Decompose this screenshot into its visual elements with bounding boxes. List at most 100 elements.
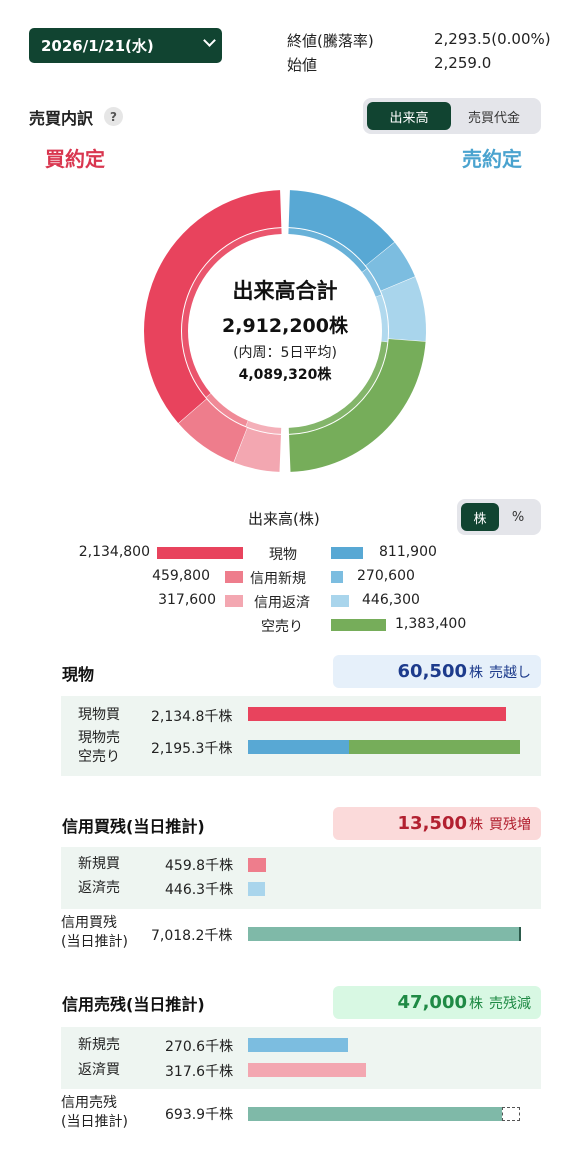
legend-sell-swatch bbox=[331, 595, 349, 607]
inner-ring-buy-segment-2 bbox=[245, 420, 282, 434]
margin-sell-panel: 新規売 270.6千株 返済買 317.6千株 bbox=[61, 1027, 541, 1089]
margin-sell-row-value: 693.9千株 bbox=[165, 1107, 234, 1123]
margin-sell-title: 信用売残(当日推計) bbox=[62, 995, 205, 1014]
breakdown-title: 売買内訳 bbox=[29, 109, 94, 128]
date-select-value: 2026/1/21(水) bbox=[41, 37, 154, 55]
margin-sell-new-bar bbox=[248, 1038, 348, 1052]
margin-buy-balance-row: 信用買残 (当日推計) 7,018.2千株 bbox=[61, 911, 541, 957]
close-value: 2,293.5(0.00%) bbox=[434, 30, 551, 48]
spot-row-label: 現物買 bbox=[78, 707, 120, 723]
spot-buy-bar bbox=[248, 707, 506, 721]
margin-sell-balance-row: 信用売残 (当日推計) 693.9千株 bbox=[61, 1091, 541, 1141]
spot-badge: 60,500 株 売越し bbox=[333, 655, 541, 688]
margin-buy-badge: 13,500 株 買残増 bbox=[333, 807, 541, 840]
spot-sell-short-segment bbox=[349, 740, 520, 754]
legend-category: 信用新規 bbox=[250, 571, 306, 587]
toggle-volume[interactable]: 出来高 bbox=[367, 102, 451, 130]
inner-ring-sell-segment-0 bbox=[288, 228, 367, 273]
legend-sell-swatch bbox=[331, 619, 386, 631]
legend-buy-swatch bbox=[225, 571, 243, 583]
toggle-trading-value[interactable]: 売買代金 bbox=[467, 110, 520, 126]
spot-panel: 現物買 2,134.8千株 現物売 空売り 2,195.3千株 bbox=[61, 696, 541, 776]
margin-sell-badge-tag: 売残減 bbox=[489, 995, 531, 1012]
legend-buy-value: 2,134,800 bbox=[78, 544, 150, 560]
legend-buy-value: 459,800 bbox=[152, 568, 210, 584]
legend-buy-swatch bbox=[225, 595, 243, 607]
inner-ring-sell-segment-2 bbox=[375, 295, 388, 342]
outer-ring-sell-segment-3 bbox=[289, 338, 426, 472]
margin-sell-row-label: 返済買 bbox=[78, 1062, 120, 1078]
margin-buy-balance-bar bbox=[248, 927, 520, 941]
outer-ring-sell-segment-1 bbox=[365, 242, 415, 291]
legend-sell-value: 270,600 bbox=[357, 568, 415, 584]
margin-sell-balance-bar bbox=[248, 1107, 502, 1121]
outer-ring-buy-segment-2 bbox=[234, 427, 281, 472]
margin-sell-badge-number: 47,000 bbox=[397, 992, 467, 1013]
inner-ring-buy-segment-1 bbox=[206, 393, 248, 427]
legend-sell-value: 1,383,400 bbox=[395, 616, 467, 632]
margin-buy-row-label: 信用買残 (当日推計) bbox=[61, 915, 128, 950]
unit-toggle: 株 % bbox=[457, 499, 541, 535]
spot-sell-spot-segment bbox=[248, 740, 349, 754]
margin-sell-row-label: 新規売 bbox=[78, 1037, 120, 1053]
spot-badge-number: 60,500 bbox=[397, 661, 467, 682]
chevron-down-icon bbox=[203, 34, 216, 47]
volume-donut-chart bbox=[143, 190, 426, 472]
spot-title: 現物 bbox=[62, 665, 95, 684]
open-value: 2,259.0 bbox=[434, 54, 492, 72]
donut-center-average: 4,089,320株 bbox=[238, 367, 332, 383]
margin-buy-badge-tag: 買残増 bbox=[489, 816, 531, 833]
legend-category: 信用返済 bbox=[254, 595, 310, 611]
donut-center: 出来高合計 2,912,200株 (内周：5日平均) 4,089,320株 bbox=[205, 275, 365, 384]
outer-ring-sell-segment-0 bbox=[288, 190, 395, 266]
donut-center-total: 2,912,200株 bbox=[222, 315, 348, 337]
inner-ring-sell-segment-3 bbox=[288, 341, 388, 434]
legend-sell-swatch bbox=[331, 571, 343, 583]
margin-buy-row-value: 459.8千株 bbox=[165, 858, 234, 874]
legend-category: 空売り bbox=[261, 619, 303, 635]
margin-sell-row-value: 317.6千株 bbox=[165, 1064, 234, 1080]
outer-ring-buy-segment-0 bbox=[143, 190, 282, 424]
margin-buy-panel: 新規買 459.8千株 返済売 446.3千株 bbox=[61, 847, 541, 909]
donut-center-subtitle: (内周：5日平均) bbox=[233, 345, 337, 361]
spot-row-label: 現物売 空売り bbox=[78, 730, 120, 765]
margin-sell-balance-decrease bbox=[502, 1107, 520, 1121]
help-icon-glyph: ? bbox=[110, 109, 117, 124]
legend-title: 出来高(株) bbox=[248, 510, 320, 528]
spot-badge-unit: 株 bbox=[469, 664, 483, 681]
legend-sell-value: 811,900 bbox=[379, 544, 437, 560]
outer-ring-sell-segment-2 bbox=[381, 276, 426, 342]
margin-buy-title: 信用買残(当日推計) bbox=[62, 817, 205, 836]
legend-category: 現物 bbox=[269, 547, 297, 563]
volume-value-toggle: 出来高 売買代金 bbox=[363, 98, 541, 134]
toggle-unit-percent[interactable]: % bbox=[511, 509, 525, 525]
margin-sell-repay-bar bbox=[248, 1063, 366, 1077]
legend-sell-swatch bbox=[331, 547, 363, 559]
legend-sell-value: 446,300 bbox=[362, 592, 420, 608]
volume-legend: 2,134,800 現物 811,900 459,800 信用新規 270,60… bbox=[0, 540, 588, 640]
outer-ring-buy-segment-1 bbox=[178, 399, 248, 463]
help-icon[interactable]: ? bbox=[104, 107, 123, 126]
margin-sell-badge: 47,000 株 売残減 bbox=[333, 986, 541, 1019]
inner-ring-sell-segment-1 bbox=[362, 268, 382, 297]
spot-sell-bar bbox=[248, 740, 520, 754]
margin-buy-row-value: 7,018.2千株 bbox=[151, 928, 233, 944]
spot-row-value: 2,134.8千株 bbox=[151, 709, 233, 725]
margin-buy-balance-marker bbox=[519, 927, 521, 941]
close-label: 終値(騰落率) bbox=[287, 32, 374, 50]
margin-buy-row-label: 新規買 bbox=[78, 856, 120, 872]
margin-buy-row-label: 返済売 bbox=[78, 880, 120, 896]
toggle-unit-shares[interactable]: 株 bbox=[461, 503, 499, 531]
spot-badge-tag: 売越し bbox=[489, 664, 531, 681]
donut-center-title: 出来高合計 bbox=[232, 279, 338, 303]
spot-row-value: 2,195.3千株 bbox=[151, 741, 233, 757]
date-select[interactable]: 2026/1/21(水) bbox=[29, 28, 222, 63]
margin-sell-row-value: 270.6千株 bbox=[165, 1039, 234, 1055]
margin-sell-row-label: 信用売残 (当日推計) bbox=[61, 1095, 128, 1130]
margin-buy-badge-unit: 株 bbox=[469, 816, 483, 833]
open-label: 始値 bbox=[287, 56, 318, 74]
legend-buy-swatch bbox=[157, 547, 243, 559]
buy-label: 買約定 bbox=[45, 147, 105, 171]
legend-buy-value: 317,600 bbox=[158, 592, 216, 608]
margin-buy-new-bar bbox=[248, 858, 266, 872]
